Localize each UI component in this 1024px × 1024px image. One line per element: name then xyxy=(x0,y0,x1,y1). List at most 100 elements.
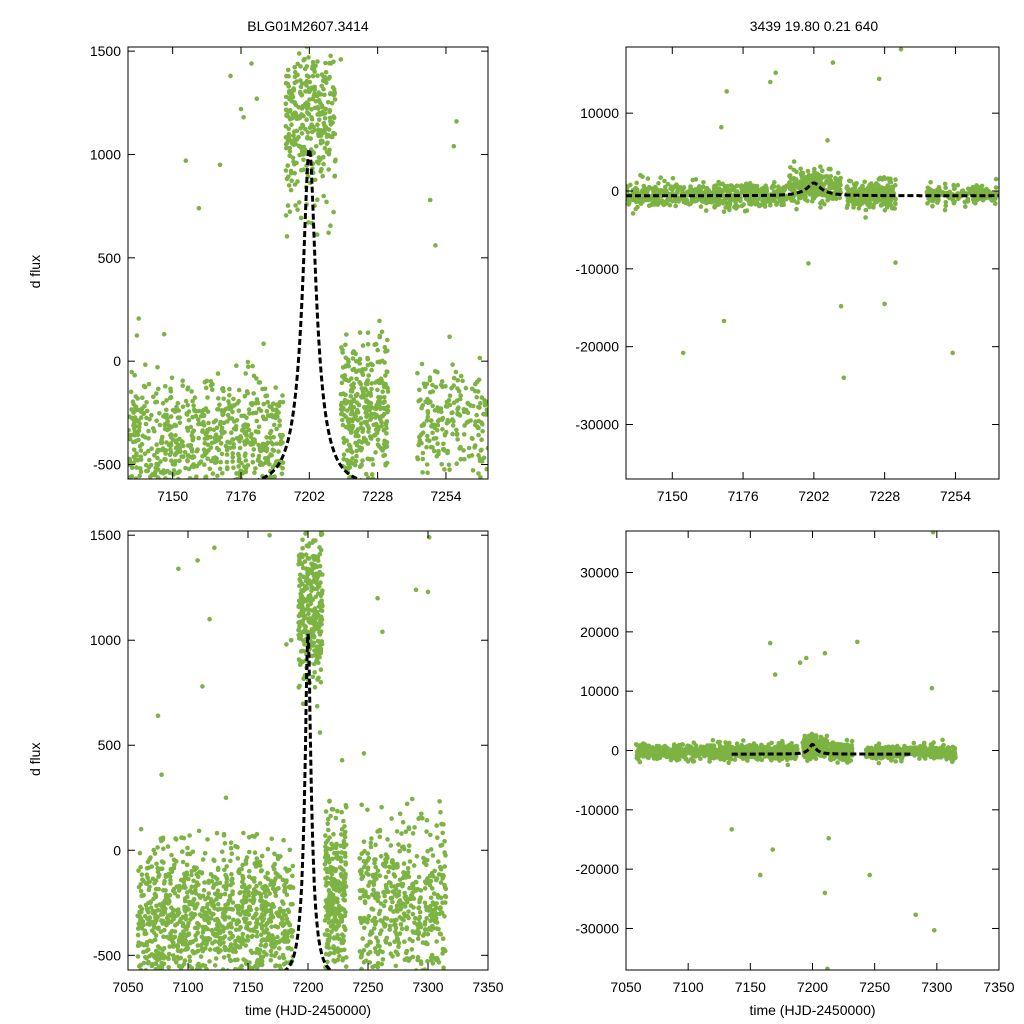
data-point xyxy=(642,197,647,203)
data-point xyxy=(365,378,371,383)
data-point xyxy=(420,470,425,475)
data-point xyxy=(482,402,488,408)
data-point xyxy=(184,870,189,875)
data-point xyxy=(297,89,303,95)
data-point xyxy=(205,456,210,462)
data-point xyxy=(142,931,147,937)
data-point xyxy=(185,890,190,895)
data-point xyxy=(458,373,464,379)
data-point xyxy=(339,866,344,872)
data-point xyxy=(294,160,299,166)
data-point xyxy=(137,473,142,479)
data-point xyxy=(823,193,828,198)
data-point xyxy=(425,414,431,420)
data-point xyxy=(731,185,736,190)
data-point xyxy=(434,911,440,917)
data-point xyxy=(268,501,273,506)
data-point xyxy=(283,107,289,113)
data-point xyxy=(351,366,357,372)
data-point xyxy=(367,434,373,439)
data-point xyxy=(295,207,300,212)
data-point xyxy=(199,908,205,913)
data-point xyxy=(893,201,898,207)
data-point xyxy=(197,408,202,414)
data-point xyxy=(850,200,856,205)
data-point xyxy=(932,188,937,194)
data-point xyxy=(327,912,333,918)
data-point xyxy=(250,453,256,458)
data-point xyxy=(134,451,139,456)
data-point xyxy=(790,194,795,200)
data-point xyxy=(252,470,257,476)
data-point xyxy=(283,141,289,147)
data-point xyxy=(323,851,329,857)
data-point xyxy=(446,398,452,403)
data-point xyxy=(317,618,323,623)
data-point xyxy=(302,66,308,72)
data-point xyxy=(128,491,133,496)
data-point xyxy=(276,410,281,415)
data-point xyxy=(231,917,236,923)
data-point xyxy=(332,131,338,137)
data-point xyxy=(163,384,168,389)
data-point xyxy=(339,827,345,832)
data-point xyxy=(200,941,206,946)
data-point xyxy=(294,79,299,84)
data-point xyxy=(299,588,305,594)
data-point xyxy=(307,79,313,85)
data-point xyxy=(788,165,793,170)
data-point xyxy=(228,921,234,926)
y-tick-label: 1000 xyxy=(90,146,121,162)
data-point xyxy=(162,421,168,427)
data-point xyxy=(209,458,214,464)
data-point xyxy=(629,196,635,201)
data-point xyxy=(272,888,278,893)
data-point xyxy=(182,513,187,518)
data-point xyxy=(354,359,359,364)
data-point xyxy=(432,425,438,431)
data-point xyxy=(322,92,327,98)
data-point xyxy=(146,381,152,387)
data-point xyxy=(194,1019,199,1024)
data-point xyxy=(234,921,240,927)
data-point xyxy=(214,998,219,1003)
data-point xyxy=(476,432,481,438)
data-point xyxy=(151,394,156,400)
data-point xyxy=(993,176,999,182)
data-point xyxy=(230,949,236,954)
data-point xyxy=(253,429,259,434)
data-point xyxy=(730,197,736,202)
data-point xyxy=(287,108,293,113)
data-point xyxy=(253,466,258,471)
data-point xyxy=(353,414,359,419)
data-point xyxy=(272,861,278,867)
data-point xyxy=(204,966,209,970)
data-point xyxy=(268,913,274,918)
data-point xyxy=(205,505,210,510)
data-point xyxy=(283,124,289,129)
data-point xyxy=(462,456,467,462)
data-point xyxy=(344,955,349,960)
data-point xyxy=(657,198,663,204)
data-point xyxy=(211,419,217,425)
data-point xyxy=(191,524,196,529)
data-point xyxy=(205,496,210,501)
data-point xyxy=(174,515,179,520)
data-point xyxy=(145,875,150,880)
data-point xyxy=(465,410,471,416)
data-point xyxy=(799,184,804,189)
data-point xyxy=(217,466,223,472)
data-point xyxy=(207,991,212,996)
data-point xyxy=(307,592,313,598)
data-point xyxy=(209,485,214,490)
data-point xyxy=(315,677,320,682)
data-point xyxy=(190,398,195,404)
data-point xyxy=(478,401,483,406)
data-point xyxy=(755,197,760,203)
data-point xyxy=(424,818,430,823)
data-point xyxy=(198,459,204,464)
data-point xyxy=(885,203,891,208)
data-point xyxy=(363,366,368,372)
data-point xyxy=(318,629,324,634)
data-point xyxy=(392,939,397,944)
